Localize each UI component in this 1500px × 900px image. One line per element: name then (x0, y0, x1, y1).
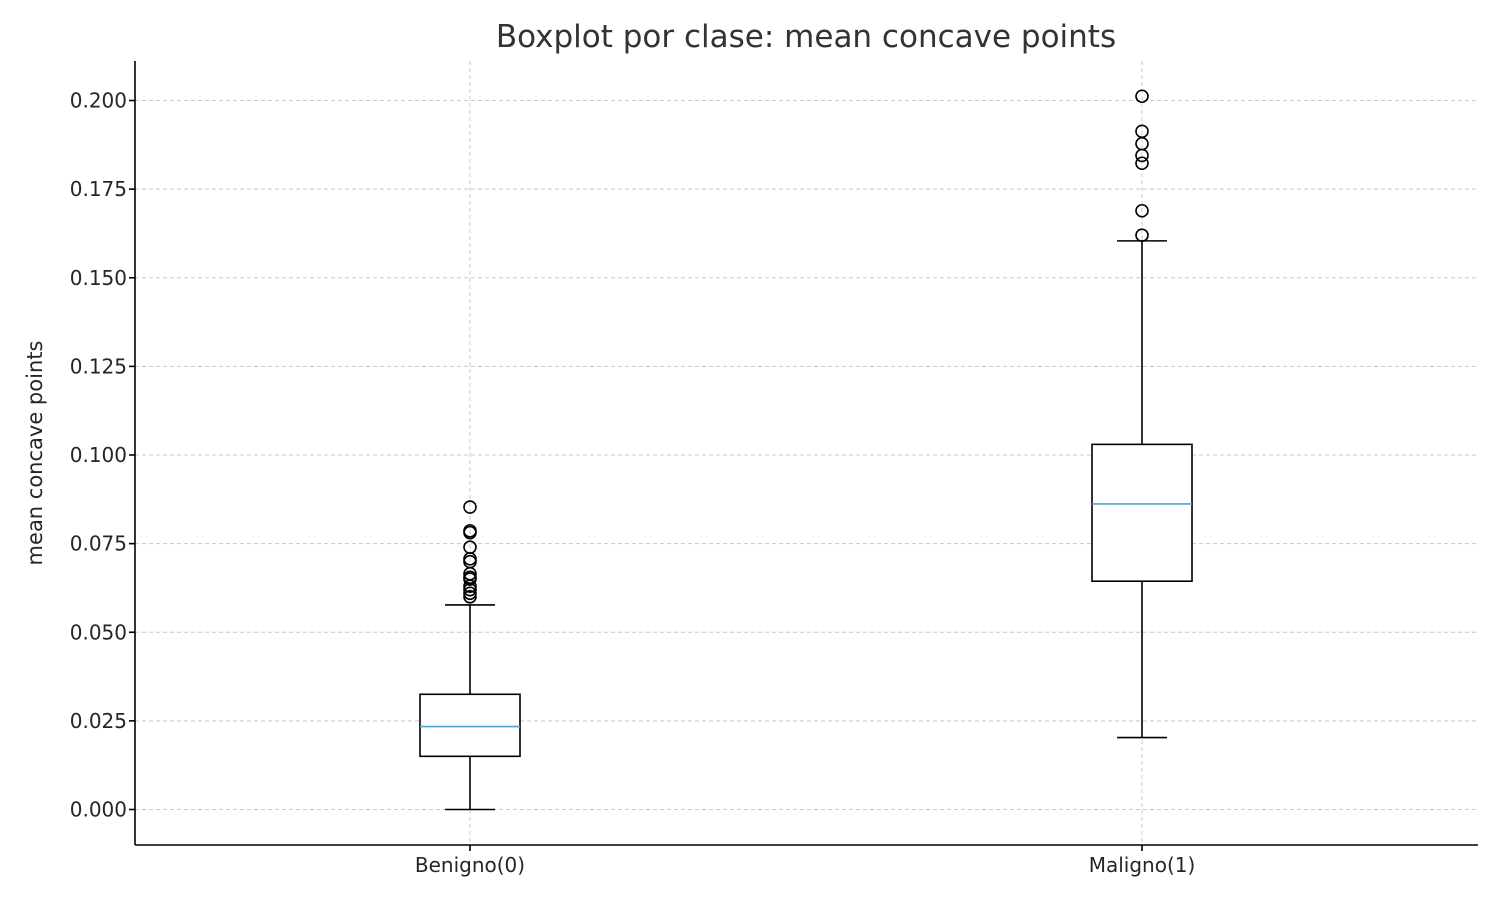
iqr-box (419, 693, 521, 758)
x-tick-label: Maligno(1) (1089, 853, 1196, 877)
outlier-point (1135, 89, 1149, 104)
y-tick-label: 0.175 (70, 177, 127, 201)
y-tick-label: 0.050 (70, 620, 127, 644)
outlier-point (463, 589, 477, 604)
outlier-point (463, 525, 477, 540)
outlier-point (1135, 228, 1149, 243)
y-tick-label: 0.075 (70, 532, 127, 556)
y-tick-label: 0.100 (70, 443, 127, 467)
outlier-point (1135, 203, 1149, 218)
outlier-point (463, 579, 477, 593)
box-group-maligno (1091, 89, 1193, 739)
outlier-point (463, 582, 477, 597)
y-tick-label: 0.200 (70, 89, 127, 113)
outlier-point (463, 572, 477, 586)
outlier-point (1135, 156, 1149, 171)
box-group-benigno (419, 500, 521, 811)
outlier-point (463, 586, 477, 601)
box-layer (419, 89, 1193, 811)
y-axis-label: mean concave points (23, 341, 47, 566)
y-tick-label: 0.150 (70, 266, 127, 290)
y-tick-label: 0.025 (70, 709, 127, 733)
iqr-box (1091, 443, 1193, 583)
outlier-point (463, 500, 477, 514)
outlier-point (1135, 148, 1149, 163)
chart-title: Boxplot por clase: mean concave points (496, 19, 1116, 55)
y-tick-label: 0.000 (70, 798, 127, 822)
grid-layer (135, 61, 1478, 845)
axis-layer: 0.000 0.025 0.050 0.075 0.100 0.125 0.150 0.175… (70, 61, 1478, 877)
y-tick-label: 0.125 (70, 354, 127, 378)
x-tick-label: Benigno(0) (415, 853, 525, 877)
